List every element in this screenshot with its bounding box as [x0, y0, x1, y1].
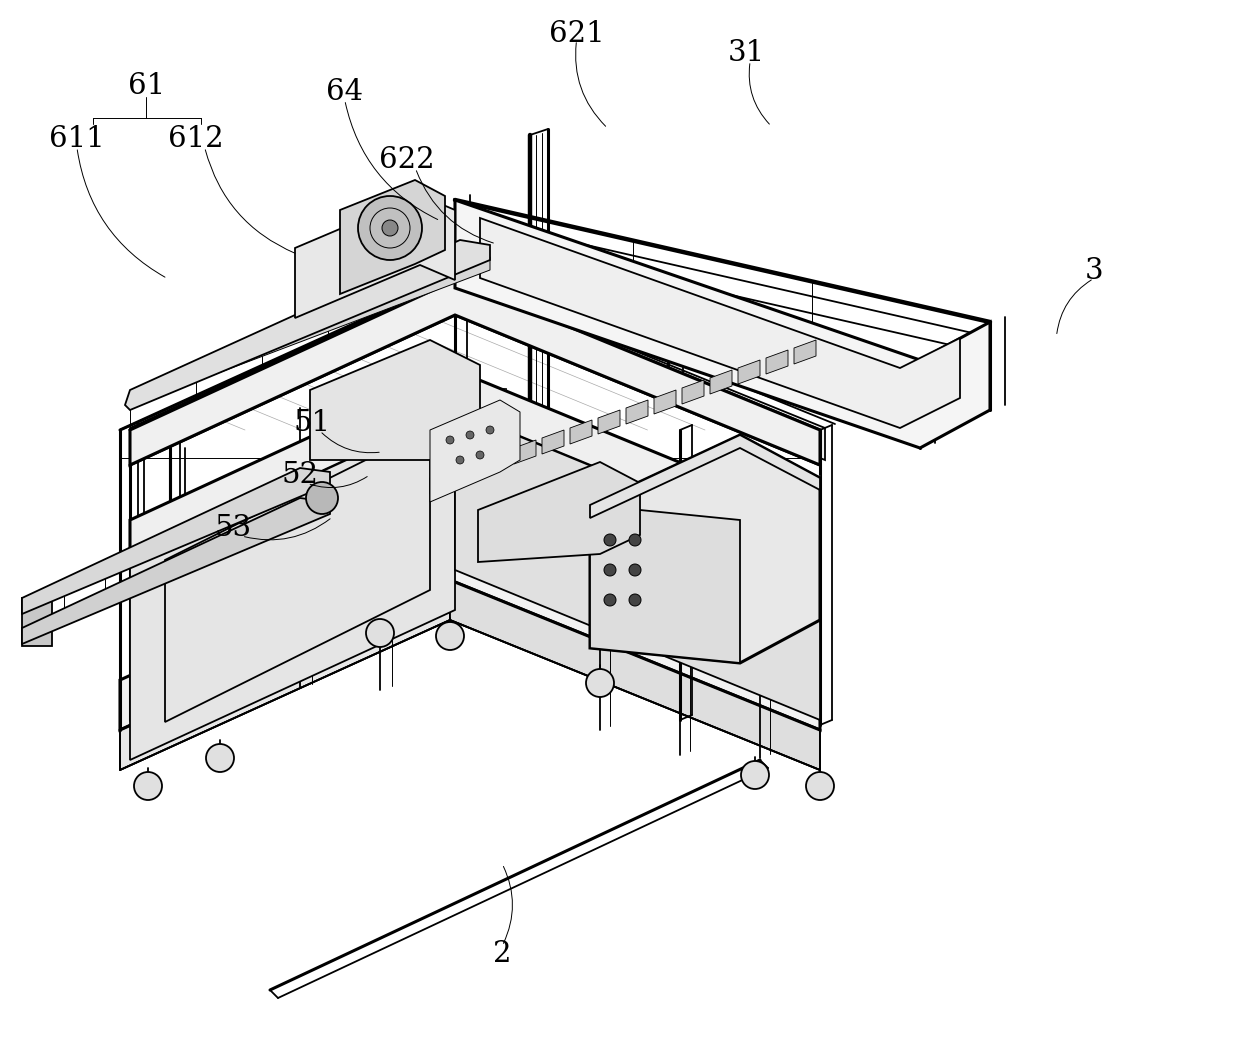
- Polygon shape: [430, 470, 453, 494]
- Text: 621: 621: [549, 20, 604, 47]
- Circle shape: [629, 594, 641, 606]
- Circle shape: [306, 482, 339, 514]
- Bar: [378, 428, 396, 440]
- Text: 61: 61: [128, 73, 165, 100]
- Circle shape: [134, 772, 162, 800]
- Polygon shape: [515, 440, 536, 463]
- Bar: [655, 530, 701, 565]
- Bar: [422, 412, 440, 424]
- Text: 51: 51: [294, 409, 331, 436]
- Polygon shape: [738, 360, 760, 384]
- Polygon shape: [125, 240, 490, 410]
- Polygon shape: [794, 341, 816, 364]
- Circle shape: [742, 761, 769, 789]
- Circle shape: [629, 564, 641, 576]
- Polygon shape: [542, 430, 564, 454]
- Polygon shape: [495, 510, 590, 550]
- Bar: [382, 388, 398, 416]
- Circle shape: [466, 431, 474, 439]
- Bar: [22, 598, 52, 646]
- Polygon shape: [626, 400, 649, 424]
- Bar: [489, 388, 506, 400]
- Polygon shape: [766, 350, 787, 374]
- Polygon shape: [130, 410, 455, 760]
- Polygon shape: [711, 370, 732, 394]
- Bar: [407, 382, 423, 410]
- Text: 52: 52: [281, 461, 319, 489]
- Polygon shape: [480, 218, 960, 428]
- Polygon shape: [590, 435, 820, 663]
- Bar: [312, 452, 330, 463]
- Circle shape: [358, 195, 422, 260]
- Polygon shape: [130, 370, 820, 560]
- Circle shape: [446, 436, 454, 444]
- Circle shape: [476, 451, 484, 459]
- Polygon shape: [450, 580, 820, 770]
- Circle shape: [206, 744, 234, 772]
- Circle shape: [456, 456, 464, 463]
- Circle shape: [366, 619, 394, 647]
- Circle shape: [587, 669, 614, 697]
- Polygon shape: [486, 450, 508, 474]
- Bar: [310, 455, 345, 527]
- Bar: [444, 404, 463, 416]
- Polygon shape: [653, 390, 676, 414]
- Circle shape: [629, 534, 641, 547]
- Text: 3: 3: [1084, 257, 1104, 285]
- Circle shape: [436, 622, 464, 650]
- Bar: [401, 420, 418, 432]
- Polygon shape: [590, 435, 820, 518]
- Polygon shape: [570, 420, 591, 444]
- Text: 53: 53: [215, 514, 252, 541]
- Polygon shape: [120, 530, 820, 730]
- Bar: [356, 436, 374, 448]
- Polygon shape: [22, 498, 330, 644]
- Polygon shape: [598, 410, 620, 434]
- Text: 2: 2: [494, 941, 511, 968]
- Text: 64: 64: [326, 79, 363, 106]
- Bar: [290, 460, 308, 472]
- Circle shape: [486, 426, 494, 434]
- Circle shape: [604, 564, 616, 576]
- Polygon shape: [477, 462, 640, 562]
- Bar: [334, 444, 352, 456]
- Polygon shape: [458, 460, 480, 485]
- Polygon shape: [130, 280, 820, 465]
- Circle shape: [604, 534, 616, 547]
- Text: 612: 612: [169, 125, 223, 152]
- Bar: [357, 395, 373, 423]
- Bar: [332, 405, 348, 433]
- Text: 611: 611: [50, 125, 104, 152]
- Circle shape: [806, 772, 835, 800]
- Polygon shape: [175, 550, 275, 680]
- Circle shape: [604, 594, 616, 606]
- Circle shape: [382, 220, 398, 236]
- Polygon shape: [682, 380, 704, 404]
- Text: 622: 622: [379, 146, 434, 173]
- Polygon shape: [430, 400, 520, 502]
- Polygon shape: [290, 510, 391, 640]
- Polygon shape: [22, 468, 330, 614]
- Polygon shape: [130, 279, 825, 460]
- Polygon shape: [340, 180, 445, 294]
- Text: 31: 31: [728, 39, 765, 66]
- Polygon shape: [295, 195, 455, 318]
- Polygon shape: [590, 504, 740, 663]
- Bar: [466, 396, 484, 408]
- Polygon shape: [455, 410, 820, 720]
- Polygon shape: [310, 341, 480, 460]
- Polygon shape: [455, 200, 990, 448]
- Polygon shape: [120, 580, 450, 770]
- Polygon shape: [155, 252, 490, 397]
